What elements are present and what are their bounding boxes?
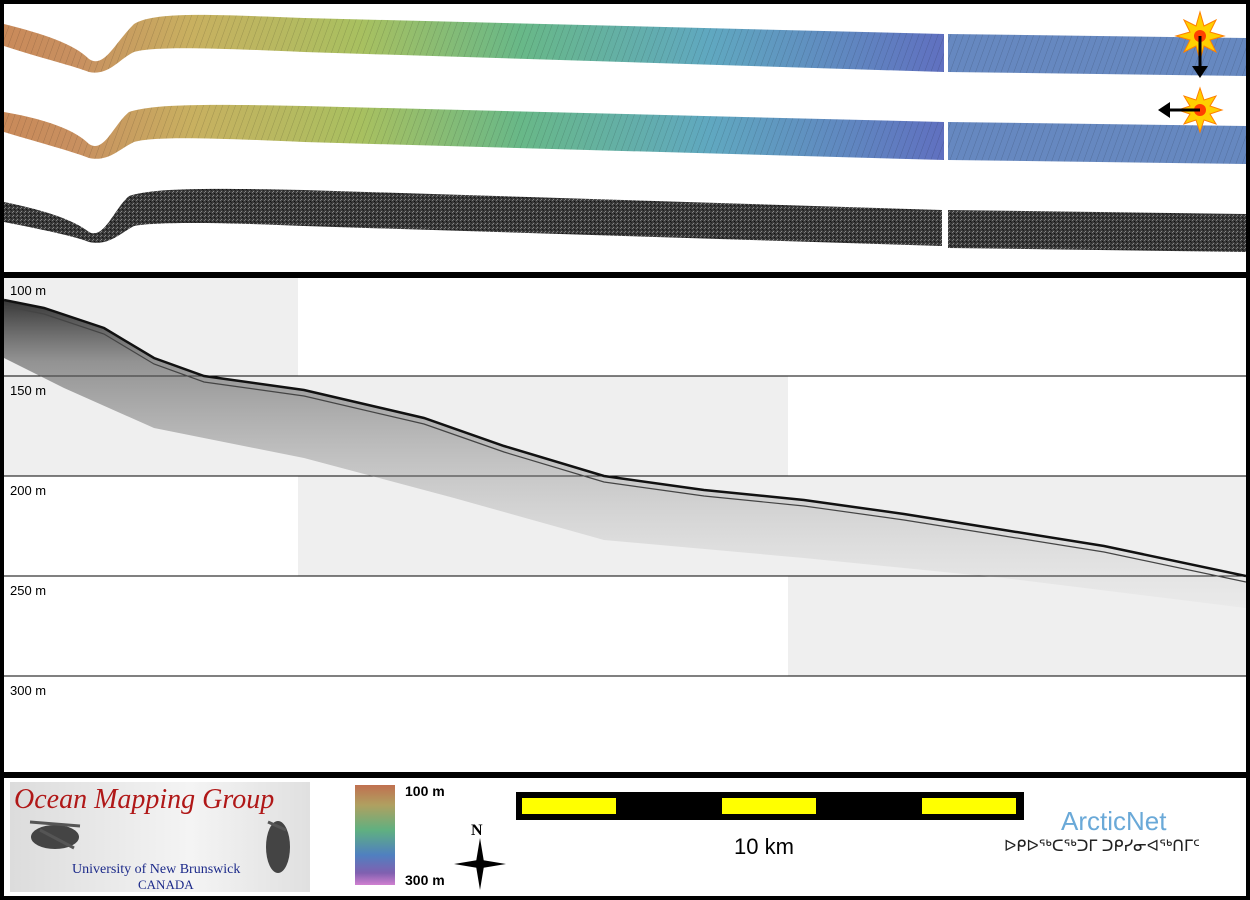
backscatter-strip xyxy=(4,188,1246,252)
omg-country: CANADA xyxy=(138,877,194,892)
north-label: N xyxy=(471,822,483,839)
depth-label-300: 300 m xyxy=(10,683,47,698)
colorbar-top-label: 100 m xyxy=(405,783,445,799)
legend-panel: Ocean Mapping Group University of New Br… xyxy=(4,778,1246,896)
depth-colorbar xyxy=(355,785,395,885)
north-arrow-icon xyxy=(454,838,506,890)
sun-east-icon xyxy=(1158,86,1224,134)
arcticnet-name: ArcticNet xyxy=(1061,806,1167,836)
scale-bar-segment xyxy=(922,798,1016,814)
scale-bar-segment xyxy=(722,798,816,814)
subbottom-profile-svg xyxy=(4,278,1246,677)
depth-label-100: 100 m xyxy=(10,283,47,298)
bathymetry-strip-east-illumination xyxy=(4,104,1246,164)
bathymetry-strip-north-illumination xyxy=(4,14,1246,76)
swath-strips-panel xyxy=(4,4,1246,272)
colorbar-bottom-label: 300 m xyxy=(405,872,445,888)
omg-title: Ocean Mapping Group xyxy=(14,784,275,815)
scale-bar-segment xyxy=(522,798,616,814)
scale-label: 10 km xyxy=(734,834,794,859)
depth-label-250: 250 m xyxy=(10,583,47,598)
omg-logo-graphic xyxy=(29,820,290,873)
omg-university: University of New Brunswick xyxy=(72,862,241,877)
depth-label-150: 150 m xyxy=(10,383,47,398)
scale-bar xyxy=(516,792,1024,820)
depth-label-200: 200 m xyxy=(10,483,47,498)
swath-strips-svg xyxy=(4,10,1246,252)
subbottom-profile-panel: 100 m 150 m 200 m 250 m 300 m xyxy=(4,278,1246,772)
sun-north-icon xyxy=(1174,10,1226,78)
omg-logo: Ocean Mapping Group University of New Br… xyxy=(10,782,310,892)
arcticnet-inuktitut: ᐅᑭᐅᖅᑕᖅᑐᒥ ᑐᑭᓯᓂᐊᖅᑎᒥᑦ xyxy=(1004,838,1200,855)
